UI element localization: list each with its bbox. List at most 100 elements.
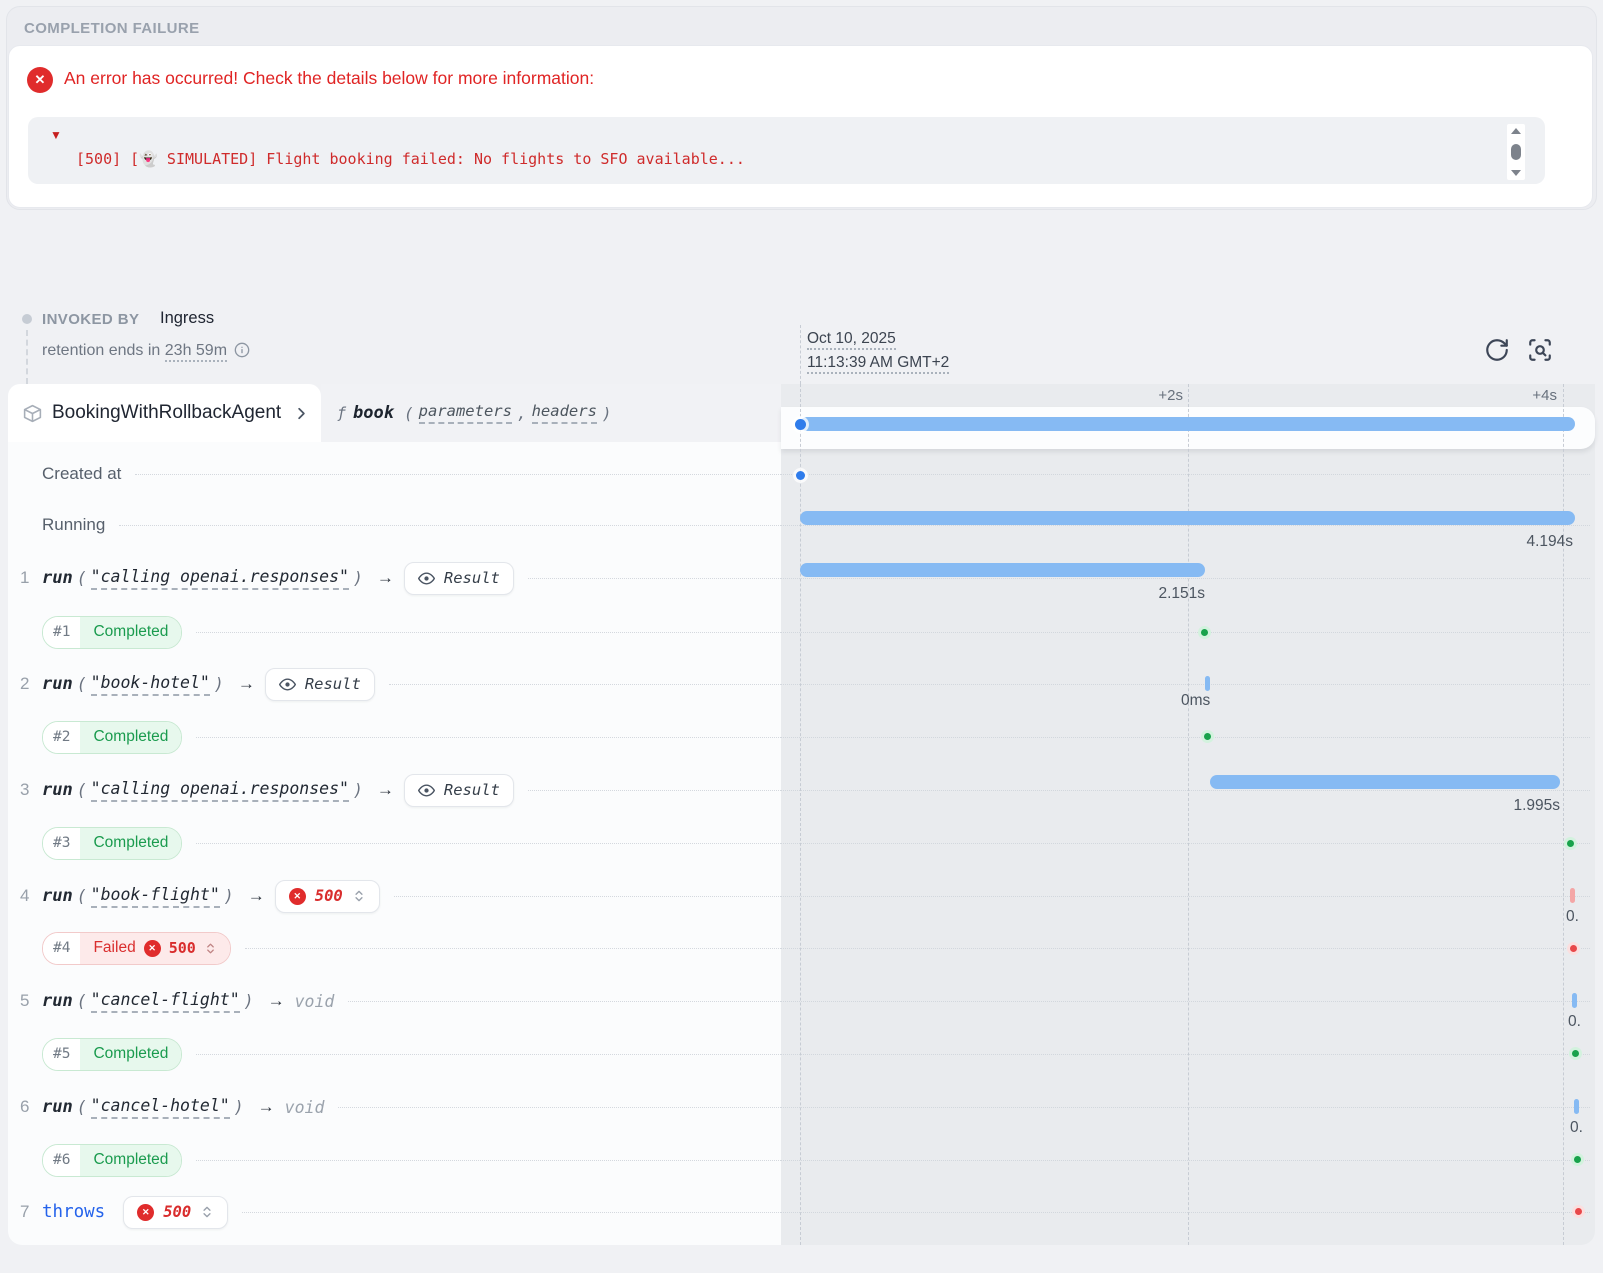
- handler-param-headers[interactable]: headers: [531, 402, 597, 424]
- chevron-right-icon: [292, 404, 311, 423]
- row-run-3: 3 run ( "calling openai.responses" ) → R…: [8, 772, 781, 808]
- completion4-dot: [1567, 942, 1580, 955]
- eye-icon: [417, 782, 435, 799]
- error-code-select[interactable]: 500: [274, 879, 380, 913]
- invocation-origin-dot: [22, 314, 32, 324]
- row-run-5: 5 run ( "cancel-flight" ) → void: [8, 983, 781, 1019]
- row-badge-3: #3 Completed: [8, 825, 781, 861]
- run-keyword: run: [42, 568, 73, 588]
- retention-value[interactable]: 23h 59m: [164, 342, 228, 362]
- leader-line: [196, 1053, 781, 1055]
- run-arg[interactable]: "book-flight": [90, 885, 220, 908]
- row-badge-4: #4 Failed 500: [8, 930, 781, 966]
- badge-index: #4: [43, 932, 81, 964]
- throws-dot: [1572, 1205, 1585, 1218]
- row-run-1: 1 run ( "calling openai.responses" ) → R…: [8, 560, 781, 596]
- status-badge[interactable]: #4 Failed 500: [42, 931, 231, 965]
- run-arg[interactable]: "book-hotel": [90, 673, 210, 696]
- expander-triangle-icon[interactable]: ▼: [50, 128, 62, 142]
- arrow: →: [376, 568, 394, 587]
- created-at-dot: [796, 471, 805, 480]
- gridline-0s: [800, 384, 801, 1245]
- invocation-date[interactable]: Oct 10, 2025: [807, 330, 896, 350]
- eye-icon: [278, 676, 296, 693]
- badge-index: #6: [43, 1144, 81, 1176]
- result-button[interactable]: Result: [264, 667, 375, 701]
- completion6-dot: [1571, 1153, 1584, 1166]
- run-arg[interactable]: "calling openai.responses": [90, 779, 349, 802]
- arrow: →: [257, 1097, 275, 1116]
- run6-duration: 0.: [1570, 1119, 1583, 1136]
- status-badge[interactable]: #5 Completed: [42, 1037, 183, 1071]
- run-keyword: run: [42, 1097, 73, 1117]
- row-badge-6: #6 Completed: [8, 1142, 781, 1178]
- throws-keyword[interactable]: throws: [42, 1202, 106, 1222]
- leader-line: [196, 736, 781, 738]
- status-badge[interactable]: #6 Completed: [42, 1143, 183, 1177]
- row-running: Running: [8, 507, 781, 543]
- leader-line: [135, 473, 781, 475]
- run5-duration: 0.: [1568, 1013, 1581, 1030]
- paren-open: (: [76, 991, 87, 1011]
- badge-index: #1: [43, 616, 81, 648]
- row-number: 5: [20, 991, 30, 1010]
- gridline-2s: [1188, 384, 1189, 1245]
- status-badge[interactable]: #1 Completed: [42, 615, 183, 649]
- paren-close: ): [601, 403, 612, 423]
- scrollbar[interactable]: [1507, 124, 1525, 180]
- badge-status: Completed: [80, 616, 182, 648]
- error-code: 500: [314, 887, 343, 905]
- paren-close: ): [233, 1097, 244, 1117]
- row-guide-line: [781, 790, 1590, 791]
- leader-line: [196, 1159, 781, 1161]
- error-code: 500: [168, 939, 196, 957]
- row-guide-line: [781, 632, 1590, 633]
- invocation-total-bar: [800, 417, 1575, 431]
- scan-search-icon[interactable]: [1527, 337, 1553, 363]
- error-message: An error has occurred! Check the details…: [64, 68, 595, 88]
- run-arg[interactable]: "cancel-hotel": [90, 1096, 230, 1119]
- row-guide-line: [781, 684, 1590, 685]
- row-number: 1: [20, 568, 30, 587]
- result-button[interactable]: Result: [403, 773, 514, 807]
- leader-line: [388, 683, 781, 685]
- scroll-thumb[interactable]: [1511, 144, 1521, 160]
- refresh-icon[interactable]: [1484, 337, 1510, 363]
- gridline-0s-upper: [800, 325, 801, 384]
- status-badge[interactable]: #3 Completed: [42, 826, 183, 860]
- row-guide-line: [781, 737, 1590, 738]
- scroll-up-icon[interactable]: [1511, 128, 1521, 134]
- run-keyword: run: [42, 991, 73, 1011]
- status-badge[interactable]: #2 Completed: [42, 720, 183, 754]
- paren-open: (: [403, 403, 414, 423]
- handler-param-parameters[interactable]: parameters: [418, 402, 512, 424]
- run4-duration: 0.: [1566, 908, 1579, 925]
- tick-plus-2s: +2s: [1158, 387, 1183, 404]
- row-number: 3: [20, 780, 30, 799]
- invocation-time[interactable]: 11:13:39 AM GMT+2: [807, 354, 950, 374]
- run-arg[interactable]: "cancel-flight": [90, 990, 240, 1013]
- run1-duration: 2.151s: [1158, 585, 1205, 602]
- leader-line: [196, 842, 781, 844]
- panel-title: COMPLETION FAILURE: [24, 20, 200, 37]
- paren-open: (: [76, 1097, 87, 1117]
- origin-dash-line: [26, 330, 28, 384]
- run-arg[interactable]: "calling openai.responses": [90, 567, 349, 590]
- error-code-select[interactable]: 500: [123, 1195, 229, 1229]
- function-icon: ƒ: [337, 404, 347, 422]
- leader-line: [244, 947, 781, 949]
- badge-index: #5: [43, 1038, 81, 1070]
- tab-service[interactable]: BookingWithRollbackAgent: [8, 384, 321, 442]
- run2-bar: [1205, 676, 1210, 691]
- row-number: 2: [20, 674, 30, 693]
- info-icon[interactable]: [234, 342, 250, 363]
- result-button[interactable]: Result: [403, 561, 514, 595]
- leader-line: [196, 631, 781, 633]
- run3-bar: [1210, 775, 1560, 789]
- scroll-down-icon[interactable]: [1511, 170, 1521, 176]
- leader-line: [527, 577, 781, 579]
- leader-line: [338, 1106, 781, 1108]
- row-badge-2: #2 Completed: [8, 719, 781, 755]
- retention-prefix: retention ends in: [42, 342, 161, 359]
